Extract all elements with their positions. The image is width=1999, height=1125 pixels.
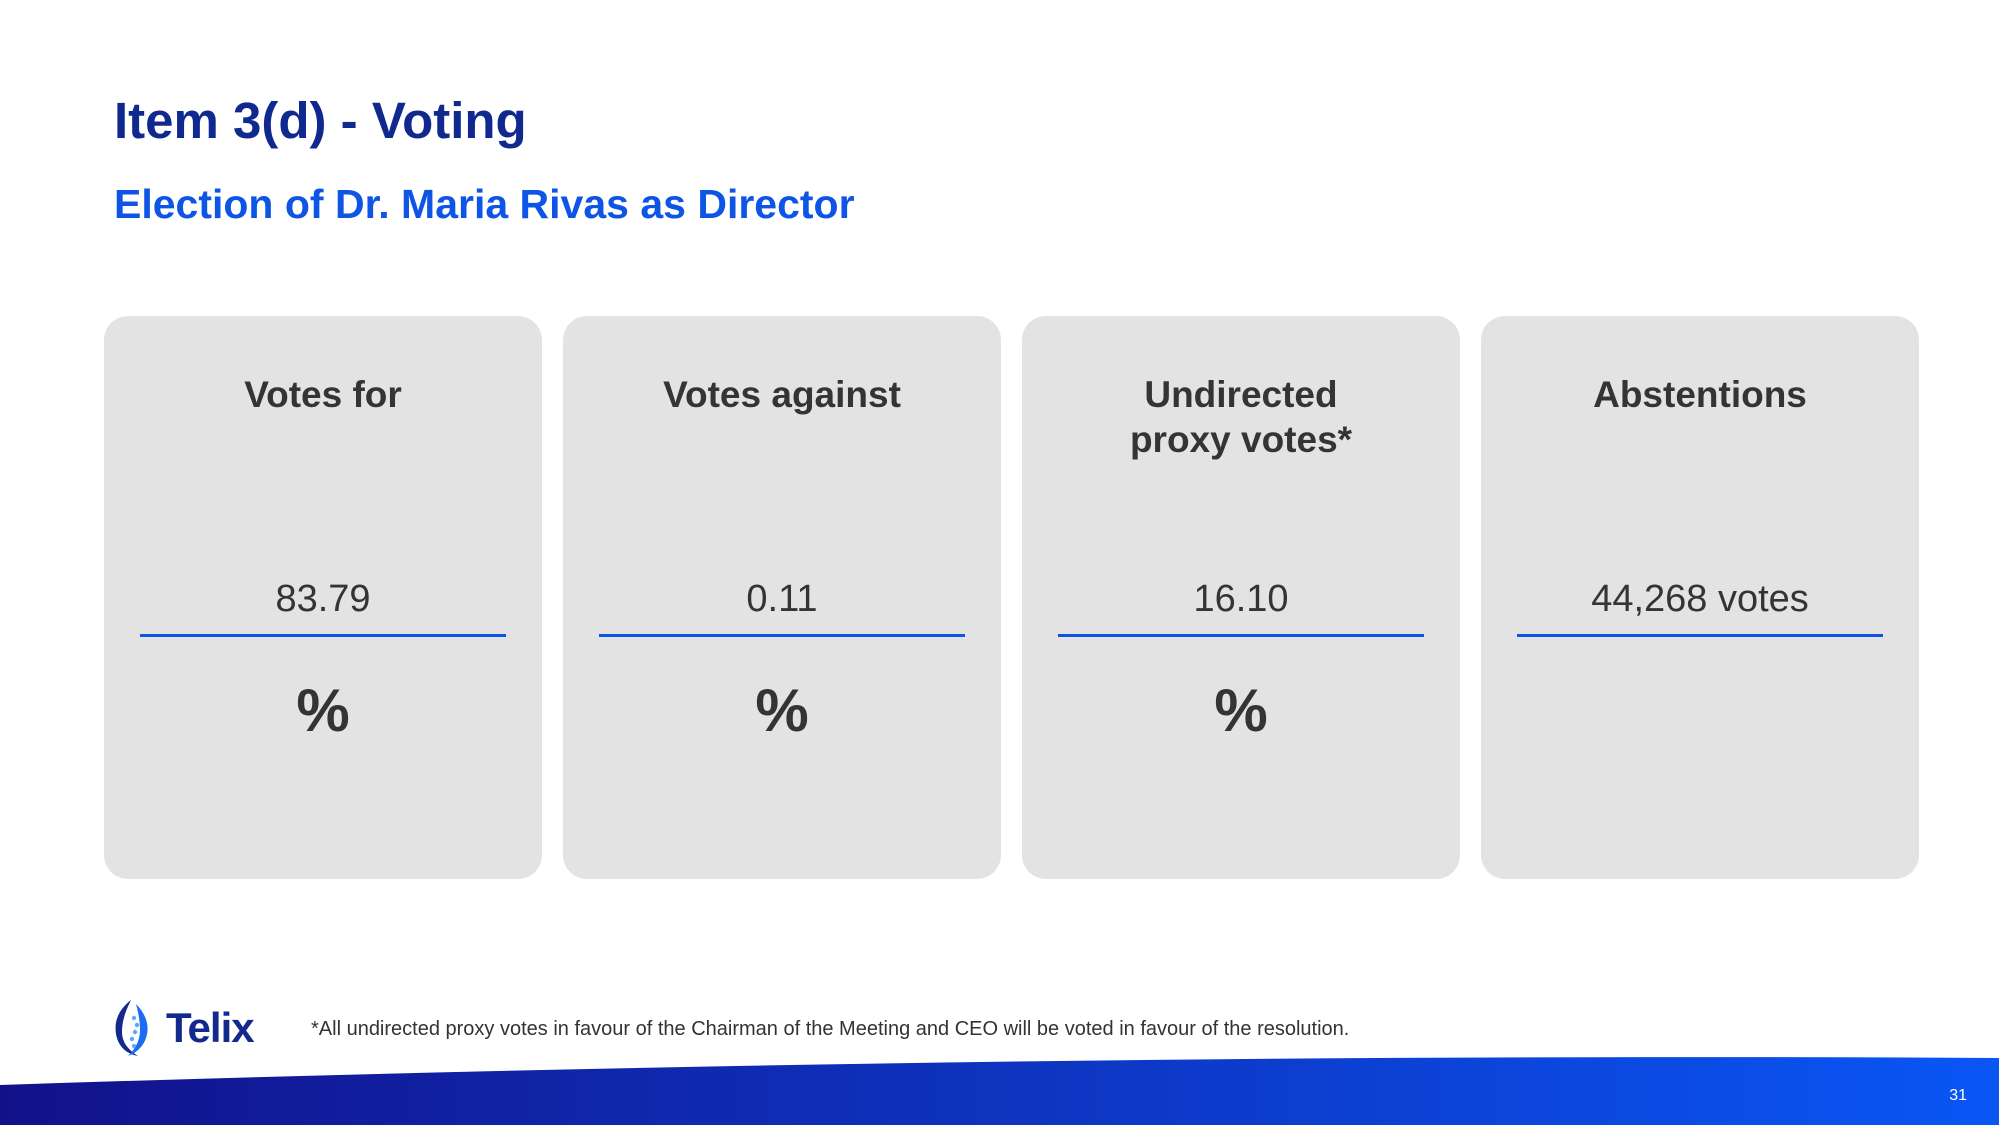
card-unit: % <box>1214 677 1268 744</box>
logo-text: Telix <box>166 1004 255 1051</box>
footer-band <box>0 1057 1999 1125</box>
card-heading: Votes against <box>663 374 901 415</box>
votes-against-card: Votes against 0.11 % <box>563 316 1001 879</box>
slide-title: Item 3(d) - Voting <box>114 92 527 149</box>
card-heading: Abstentions <box>1593 374 1807 415</box>
footnote: *All undirected proxy votes in favour of… <box>311 1018 1350 1040</box>
telix-logo-icon <box>115 1000 148 1056</box>
card-value: 16.10 <box>1193 578 1289 620</box>
card-divider <box>599 634 965 637</box>
card-divider <box>1058 634 1424 637</box>
slide-subtitle: Election of Dr. Maria Rivas as Director <box>114 181 855 227</box>
abstentions-card: Abstentions 44,268 votes <box>1481 316 1919 879</box>
card-heading: Undirected proxy votes* <box>1129 374 1353 460</box>
card-divider <box>140 634 506 637</box>
card-unit: % <box>296 677 350 744</box>
card-heading: Votes for <box>244 374 402 415</box>
card-value: 83.79 <box>275 578 371 620</box>
page-number: 31 <box>1949 1087 1967 1104</box>
card-divider <box>1517 634 1883 637</box>
card-value: 0.11 <box>746 578 818 620</box>
telix-logo: Telix <box>112 998 255 1058</box>
card-value: 44,268 votes <box>1591 578 1809 620</box>
votes-for-card: Votes for 83.79 % <box>104 316 542 879</box>
undirected-proxy-votes-card: Undirected proxy votes* 16.10 % <box>1022 316 1460 879</box>
card-unit: % <box>755 677 809 744</box>
